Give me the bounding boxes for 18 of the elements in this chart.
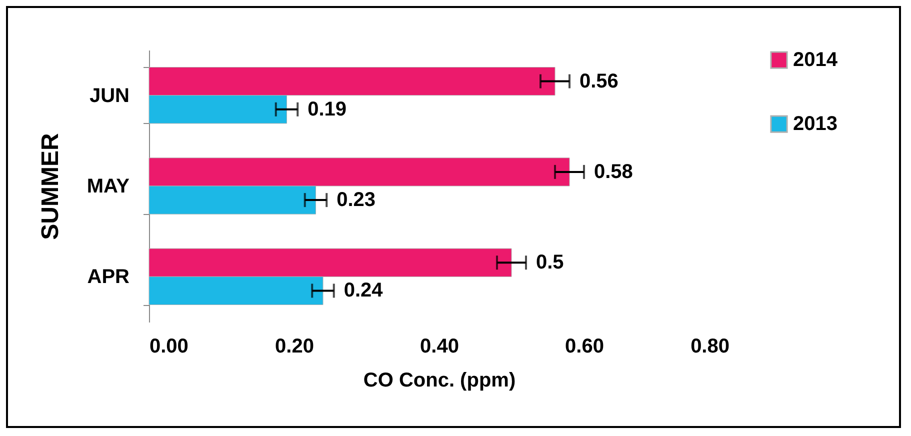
legend-label: 2014 xyxy=(793,49,838,71)
x-tick-label: 0.00 xyxy=(150,336,188,358)
y-tick-label: JUN xyxy=(89,84,130,107)
data-label: 0.24 xyxy=(344,280,384,302)
x-tick-label: 0.40 xyxy=(420,336,459,358)
data-label: 0.23 xyxy=(336,189,376,212)
x-tick-label: 0.80 xyxy=(690,336,730,358)
data-label: 0.19 xyxy=(308,98,347,120)
y-tick-label: MAY xyxy=(86,176,130,198)
x-axis-title: CO Conc. (ppm) xyxy=(363,370,516,392)
data-label: 0.56 xyxy=(580,70,618,92)
y-axis-title: SUMMER xyxy=(36,133,64,240)
x-tick-label: 0.20 xyxy=(275,336,314,358)
x-tick-label: 0.60 xyxy=(565,336,604,358)
data-label: 0.58 xyxy=(594,160,633,183)
legend-label: 2013 xyxy=(793,113,838,135)
y-tick-label: APR xyxy=(87,266,130,288)
data-label: 0.5 xyxy=(536,252,564,274)
